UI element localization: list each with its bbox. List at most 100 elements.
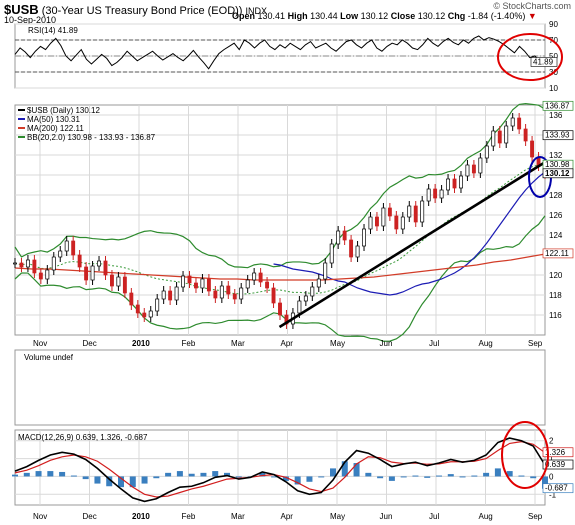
bb-upper-band bbox=[14, 103, 546, 269]
price-candle bbox=[329, 243, 334, 264]
price-candle bbox=[110, 274, 114, 287]
macd-month-label: 2010 bbox=[132, 512, 150, 521]
high-label: High bbox=[287, 11, 308, 21]
price-tick-label: 124 bbox=[549, 231, 563, 240]
macd-histogram-bar bbox=[35, 471, 42, 477]
macd-histogram-bar bbox=[106, 476, 113, 487]
price-candle bbox=[420, 200, 425, 223]
down-arrow-icon: ▼ bbox=[527, 11, 537, 21]
price-candle bbox=[77, 254, 82, 268]
macd-line bbox=[14, 437, 546, 503]
macd-histogram-bar bbox=[494, 468, 501, 477]
price-candle bbox=[245, 279, 250, 289]
price-candle bbox=[148, 310, 153, 318]
price-month-label: Apr bbox=[281, 339, 294, 348]
price-candle bbox=[491, 130, 496, 147]
rsi-value-box bbox=[530, 57, 558, 67]
price-candle bbox=[226, 285, 231, 295]
price-value-label: 122.11 bbox=[545, 249, 569, 258]
close-label: Close bbox=[390, 11, 416, 21]
price-candle bbox=[400, 216, 405, 230]
price-candle bbox=[407, 205, 412, 218]
macd-histogram-bar bbox=[153, 476, 160, 479]
price-candle bbox=[181, 275, 185, 288]
macd-histogram-bar bbox=[365, 472, 372, 477]
open-value: 130.41 bbox=[257, 11, 286, 21]
legend-entry: MA(200) 122.11 bbox=[27, 124, 84, 133]
price-candle bbox=[265, 281, 270, 289]
price-candle bbox=[530, 140, 535, 158]
price-candle bbox=[122, 276, 127, 294]
macd-month-label: Mar bbox=[231, 512, 245, 521]
macd-histogram-bar bbox=[353, 463, 360, 477]
price-candle bbox=[387, 207, 392, 217]
price-candle bbox=[213, 290, 218, 299]
legend-entry: MA(50) 130.31 bbox=[27, 115, 80, 124]
price-candle bbox=[310, 286, 315, 297]
macd-histogram-bar bbox=[141, 476, 148, 484]
macd-histogram-bar bbox=[94, 476, 101, 484]
macd-histogram-bar bbox=[282, 476, 289, 481]
price-candle bbox=[362, 228, 366, 247]
price-candle bbox=[394, 215, 399, 230]
low-value: 130.12 bbox=[360, 11, 389, 21]
price-candle bbox=[25, 259, 30, 268]
macd-histogram-bar bbox=[530, 476, 537, 479]
price-candle bbox=[459, 175, 463, 189]
macd-histogram-bar bbox=[318, 476, 325, 478]
price-candle bbox=[97, 260, 101, 267]
macd-histogram-bar bbox=[341, 461, 348, 477]
rsi-value-label: 41.89 bbox=[533, 57, 554, 66]
macd-month-label: Feb bbox=[182, 512, 196, 521]
macd-histogram-bar bbox=[459, 476, 466, 478]
price-candle bbox=[116, 276, 121, 287]
price-tick-label: 120 bbox=[549, 271, 563, 280]
price-tick-label: 136 bbox=[549, 111, 563, 120]
price-candle bbox=[517, 117, 522, 130]
price-candle bbox=[323, 262, 328, 280]
macd-title: MACD(12,26,9) 0.639, 1.326, -0.687 bbox=[18, 433, 148, 442]
macd-histogram-bar bbox=[424, 476, 431, 478]
price-candle bbox=[13, 262, 17, 265]
price-month-label: Sep bbox=[528, 339, 543, 348]
rsi-tick-label: 50 bbox=[549, 52, 558, 61]
chart-header: $USB (30-Year US Treasury Bond Price (EO… bbox=[4, 2, 267, 17]
macd-histogram-bar bbox=[388, 476, 395, 481]
price-candle bbox=[278, 302, 282, 316]
price-tick-label: 132 bbox=[549, 151, 563, 160]
price-candle bbox=[64, 240, 69, 252]
price-candle bbox=[161, 290, 166, 300]
macd-histogram-bar bbox=[447, 474, 454, 477]
price-candle bbox=[19, 262, 24, 268]
macd-value-label: -0.687 bbox=[545, 484, 568, 493]
macd-histogram-bar bbox=[330, 468, 336, 477]
macd-month-label: Nov bbox=[33, 512, 47, 521]
price-month-label: Feb bbox=[182, 339, 196, 348]
macd-histogram-bar bbox=[118, 476, 124, 488]
price-candle bbox=[510, 117, 515, 127]
price-candle bbox=[45, 269, 50, 280]
price-candle bbox=[103, 260, 108, 276]
macd-histogram-bar bbox=[506, 471, 513, 477]
legend-entry: BB(20,2.0) 130.98 - 133.93 - 136.87 bbox=[27, 133, 156, 142]
macd-month-label: Sep bbox=[528, 512, 543, 521]
price-value-box bbox=[542, 130, 574, 141]
price-month-label: Jun bbox=[380, 339, 393, 348]
ma200-line bbox=[14, 253, 546, 281]
price-candle bbox=[155, 298, 160, 312]
rsi-tick-label: 10 bbox=[549, 84, 558, 93]
rsi-title: RSI(14) 41.89 bbox=[28, 26, 78, 35]
price-tick-label: 126 bbox=[549, 211, 563, 220]
price-month-label: Nov bbox=[33, 339, 47, 348]
price-candle bbox=[168, 290, 173, 301]
macd-histogram-bar bbox=[471, 475, 478, 477]
price-candle bbox=[375, 216, 379, 227]
price-candle bbox=[478, 157, 483, 174]
price-candle bbox=[452, 178, 457, 189]
macd-histogram-bar bbox=[59, 471, 66, 477]
macd-value-label: 1.326 bbox=[545, 448, 566, 457]
price-month-label: Dec bbox=[83, 339, 97, 348]
price-candle bbox=[504, 125, 509, 144]
price-candle bbox=[336, 230, 341, 245]
price-candle bbox=[32, 259, 37, 274]
